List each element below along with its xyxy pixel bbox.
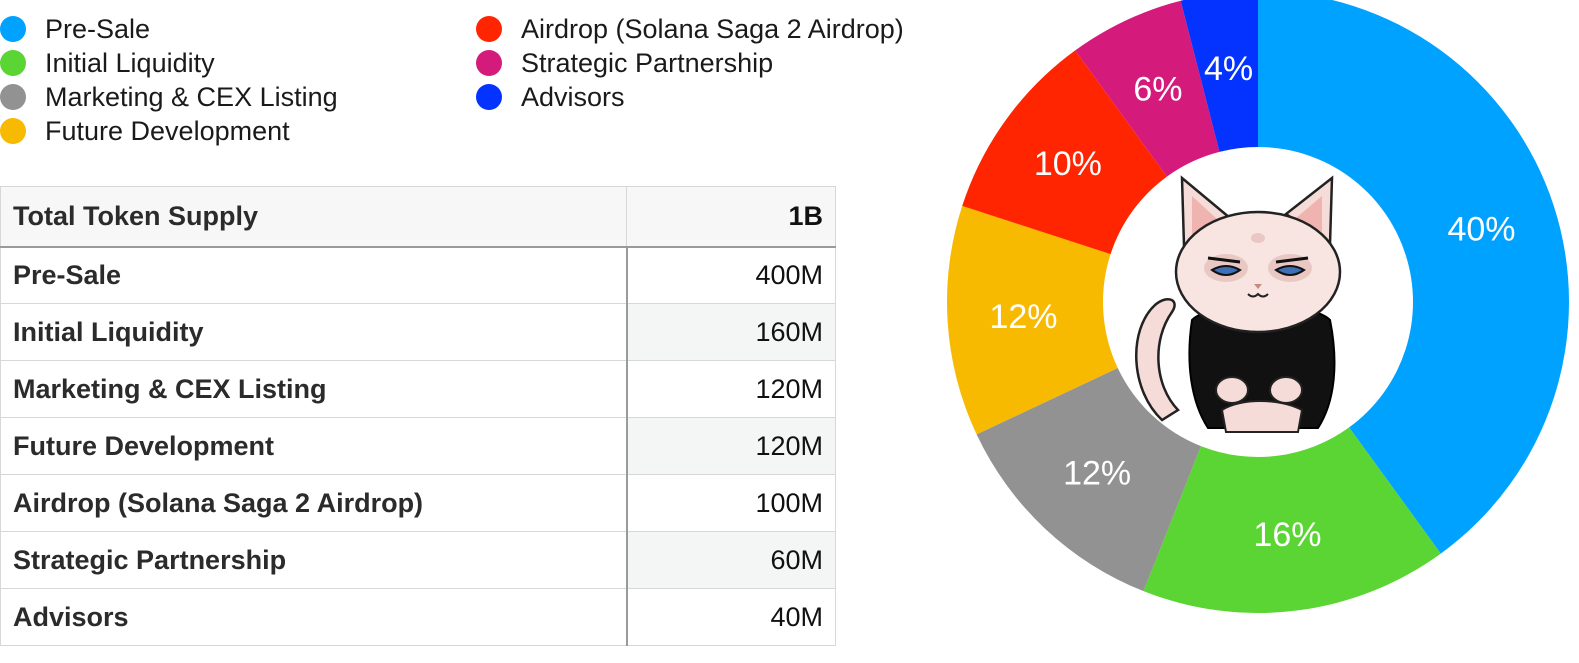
donut-label-marketing-cex-listing: 12%	[1063, 454, 1131, 492]
table-cell-value: 400M	[625, 246, 836, 304]
table-cell-name: Airdrop (Solana Saga 2 Airdrop)	[0, 474, 628, 532]
legend-label: Advisors	[521, 81, 625, 112]
legend-item-future-development: Future Development	[0, 114, 290, 148]
table-cell-value: 40M	[625, 588, 836, 646]
table-header-name: Total Token Supply	[0, 186, 628, 248]
table-row: Initial Liquidity 160M	[0, 303, 836, 361]
cat-right-paw	[1269, 376, 1303, 404]
table-cell-name: Marketing & CEX Listing	[0, 360, 628, 418]
legend-item-airdrop: Airdrop (Solana Saga 2 Airdrop)	[476, 12, 904, 46]
donut-chart: 40% 16% 12% 12% 10% 6% 4%	[940, 0, 1579, 658]
legend-label: Initial Liquidity	[45, 47, 215, 78]
donut-slice-marketing-cex-listing	[976, 367, 1201, 592]
donut-label-initial-liquidity: 16%	[1253, 516, 1321, 554]
table-cell-value: 60M	[625, 531, 836, 589]
table-row: Pre-Sale 400M	[0, 246, 836, 304]
legend-swatch	[0, 118, 26, 144]
table-row: Future Development 120M	[0, 417, 836, 475]
donut-label-pre-sale: 40%	[1447, 210, 1515, 248]
legend-label: Future Development	[45, 115, 290, 146]
chart-legend: Pre-Sale Initial Liquidity Marketing & C…	[0, 10, 940, 150]
legend-item-initial-liquidity: Initial Liquidity	[0, 46, 215, 80]
table-cell-value: 100M	[625, 474, 836, 532]
donut-slice-strategic-partnership	[1075, 0, 1220, 177]
table-cell-name: Initial Liquidity	[0, 303, 628, 361]
donut-labels: 40% 16% 12% 12% 10% 6% 4%	[989, 50, 1515, 554]
legend-label: Strategic Partnership	[521, 47, 774, 78]
legend-label: Airdrop (Solana Saga 2 Airdrop)	[521, 13, 904, 44]
table-header-row: Total Token Supply 1B	[0, 186, 836, 248]
donut-slice-future-development	[947, 205, 1118, 435]
donut-label-airdrop-solana-saga-2-airdrop: 10%	[1034, 145, 1102, 183]
table-cell-value: 120M	[625, 360, 836, 418]
cat-right-ear-inner	[1296, 196, 1322, 232]
cat-mascot-illustration	[1106, 150, 1410, 454]
cat-head	[1174, 210, 1342, 334]
legend-swatch	[0, 50, 26, 76]
donut-chart-svg: 40% 16% 12% 12% 10% 6% 4%	[947, 0, 1569, 613]
cat-left-brow	[1207, 256, 1241, 264]
table-row: Airdrop (Solana Saga 2 Airdrop) 100M	[0, 474, 836, 532]
legend-item-advisors: Advisors	[476, 80, 625, 114]
table-row: Marketing & CEX Listing 120M	[0, 360, 836, 418]
donut-slice-initial-liquidity	[1143, 427, 1441, 613]
table-cell-name: Advisors	[0, 588, 628, 646]
legend-item-strategic-partnership: Strategic Partnership	[476, 46, 773, 80]
cat-tail	[1135, 297, 1180, 422]
legend-label: Pre-Sale	[45, 13, 151, 44]
cat-left-paw	[1215, 376, 1249, 404]
cat-left-eye	[1210, 265, 1242, 276]
table-row: Strategic Partnership 60M	[0, 531, 836, 589]
legend-swatch	[476, 50, 502, 76]
cat-right-brow	[1275, 256, 1309, 264]
table-cell-value: 160M	[625, 303, 836, 361]
cat-right-eye	[1274, 265, 1306, 276]
cat-nose	[1254, 284, 1262, 289]
donut-slices	[947, 0, 1569, 613]
legend-swatch	[0, 84, 26, 110]
donut-label-advisors: 4%	[1204, 50, 1253, 88]
cat-left-ear-inner	[1192, 196, 1218, 234]
donut-label-future-development: 12%	[989, 298, 1057, 336]
table-cell-name: Pre-Sale	[0, 246, 628, 304]
donut-slice-advisors	[1180, 0, 1258, 152]
table-cell-name: Future Development	[0, 417, 628, 475]
token-supply-table: Total Token Supply 1B Pre-Sale 400M Init…	[0, 186, 836, 646]
legend-item-marketing: Marketing & CEX Listing	[0, 80, 338, 114]
table-header-value: 1B	[626, 186, 836, 248]
legend-item-pre-sale: Pre-Sale	[0, 12, 150, 46]
table-cell-value: 120M	[625, 417, 836, 475]
cat-legs	[1220, 400, 1304, 433]
cat-forehead-mark	[1251, 233, 1265, 243]
cat-mouth	[1247, 292, 1269, 298]
donut-label-strategic-partnership: 6%	[1133, 70, 1182, 108]
legend-swatch	[0, 16, 26, 42]
legend-swatch	[476, 84, 502, 110]
table-row: Advisors 40M	[0, 588, 836, 646]
table-cell-name: Strategic Partnership	[0, 531, 628, 589]
donut-slice-airdrop-solana-saga-2-airdrop	[962, 50, 1167, 255]
legend-swatch	[476, 16, 502, 42]
legend-label: Marketing & CEX Listing	[45, 81, 338, 112]
donut-slice-pre-sale	[1258, 0, 1569, 554]
